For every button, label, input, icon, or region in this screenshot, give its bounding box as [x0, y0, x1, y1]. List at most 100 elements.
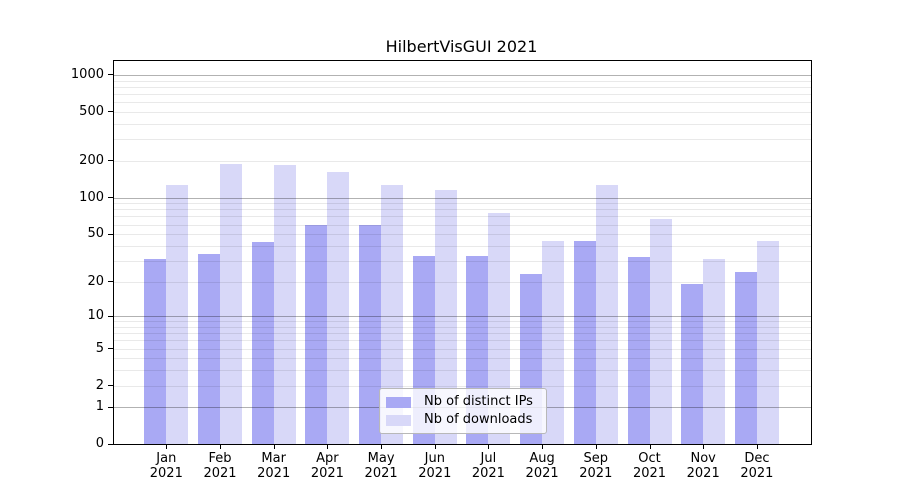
bar-downloads-apr: [327, 171, 350, 444]
y-tick-1000: [108, 74, 113, 76]
bar-downloads-oct: [649, 218, 672, 444]
y-tick-100: [108, 197, 113, 199]
legend: Nb of distinct IPs Nb of downloads: [379, 388, 547, 434]
x-tick-sep: [595, 444, 597, 449]
x-tick-dec: [756, 444, 758, 449]
x-tick-jul: [488, 444, 490, 449]
gridline-1000: [114, 74, 811, 76]
gridline-10: [114, 316, 811, 318]
plot-area: Nb of distinct IPs Nb of downloads: [113, 60, 812, 445]
y-tick-10: [108, 315, 113, 317]
bar-distinct-ips-oct: [627, 257, 650, 444]
bar-downloads-feb: [219, 164, 242, 444]
legend-item-distinct-ips: Nb of distinct IPs: [386, 394, 538, 410]
gridline-400: [114, 123, 811, 125]
gridline-7: [114, 333, 811, 335]
gridline-600: [114, 102, 811, 104]
legend-label-downloads: Nb of downloads: [424, 412, 533, 427]
bar-downloads-nov: [703, 259, 726, 444]
gridline-70: [114, 216, 811, 218]
x-tick-mar: [273, 444, 275, 449]
plot-inner: [114, 61, 811, 444]
bar-distinct-ips-jan: [144, 259, 167, 444]
y-tick-label-50: 50: [87, 226, 104, 242]
y-tick-50: [108, 233, 113, 235]
bar-distinct-ips-apr: [305, 224, 328, 444]
gridline-700: [114, 94, 811, 95]
bar-downloads-sep: [595, 184, 618, 444]
bar-downloads-jan: [166, 185, 189, 444]
gridline-6: [114, 340, 811, 342]
gridline-2: [114, 385, 811, 387]
bar-downloads-aug: [542, 240, 565, 444]
gridline-60: [114, 224, 811, 226]
y-tick-label-20: 20: [87, 273, 104, 289]
gridline-9: [114, 321, 811, 323]
y-tick-1: [108, 406, 113, 408]
x-tick-label-apr: Apr 2021: [310, 451, 344, 481]
y-tick-200: [108, 160, 113, 162]
y-tick-label-500: 500: [79, 103, 104, 119]
y-tick-500: [108, 111, 113, 113]
y-tick-label-10: 10: [87, 308, 104, 324]
y-tick-2: [108, 385, 113, 387]
x-tick-label-nov: Nov 2021: [686, 451, 720, 481]
y-tick-label-1: 1: [95, 399, 104, 415]
gridline-500: [114, 111, 811, 113]
x-tick-label-feb: Feb 2021: [203, 451, 237, 481]
gridline-100: [114, 197, 811, 199]
y-tick-label-100: 100: [79, 189, 104, 205]
bar-distinct-ips-mar: [251, 242, 274, 444]
x-tick-label-sep: Sep 2021: [579, 451, 613, 481]
legend-swatch-downloads: [386, 414, 411, 426]
bar-distinct-ips-dec: [734, 272, 757, 444]
x-tick-apr: [327, 444, 329, 449]
y-tick-20: [108, 281, 113, 282]
x-tick-label-mar: Mar 2021: [257, 451, 291, 481]
x-tick-feb: [220, 444, 221, 449]
gridline-20: [114, 281, 811, 283]
x-tick-label-oct: Oct 2021: [632, 451, 667, 481]
gridline-4: [114, 358, 811, 360]
gridline-5: [114, 348, 811, 350]
bar-distinct-ips-sep: [573, 240, 596, 444]
gridline-200: [114, 160, 811, 162]
y-tick-label-2: 2: [95, 377, 104, 393]
gridline-90: [114, 203, 811, 205]
bar-downloads-jun: [434, 190, 457, 444]
gridline-8: [114, 326, 811, 328]
gridline-80: [114, 209, 811, 211]
x-tick-jun: [434, 444, 436, 449]
x-tick-jan: [166, 444, 168, 449]
x-tick-aug: [542, 444, 544, 449]
legend-item-downloads: Nb of downloads: [386, 412, 538, 428]
x-tick-oct: [649, 444, 651, 449]
gridline-900: [114, 80, 811, 82]
gridline-800: [114, 86, 811, 88]
bar-downloads-may: [381, 184, 404, 444]
x-tick-label-dec: Dec 2021: [740, 451, 774, 481]
legend-label-distinct-ips: Nb of distinct IPs: [424, 394, 533, 409]
x-tick-label-may: May 2021: [364, 451, 398, 481]
bar-downloads-dec: [756, 240, 779, 444]
bar-distinct-ips-feb: [197, 254, 220, 444]
y-tick-label-0: 0: [95, 436, 104, 452]
y-tick-label-200: 200: [79, 152, 104, 168]
gridline-3: [114, 370, 811, 372]
x-tick-nov: [703, 444, 705, 449]
x-tick-may: [381, 444, 383, 449]
legend-swatch-distinct-ips: [386, 396, 411, 408]
y-tick-5: [108, 348, 113, 349]
x-tick-label-jan: Jan 2021: [149, 451, 183, 481]
x-tick-label-jul: Jul 2021: [471, 451, 505, 481]
bar-downloads-jul: [488, 212, 511, 444]
gridline-50: [114, 234, 811, 236]
y-tick-label-1000: 1000: [70, 66, 104, 82]
gridline-30: [114, 260, 811, 262]
y-tick-0: [108, 443, 113, 445]
gridline-300: [114, 139, 811, 141]
gridline-40: [114, 245, 811, 247]
bar-downloads-mar: [273, 164, 296, 444]
bar-distinct-ips-may: [359, 224, 382, 444]
